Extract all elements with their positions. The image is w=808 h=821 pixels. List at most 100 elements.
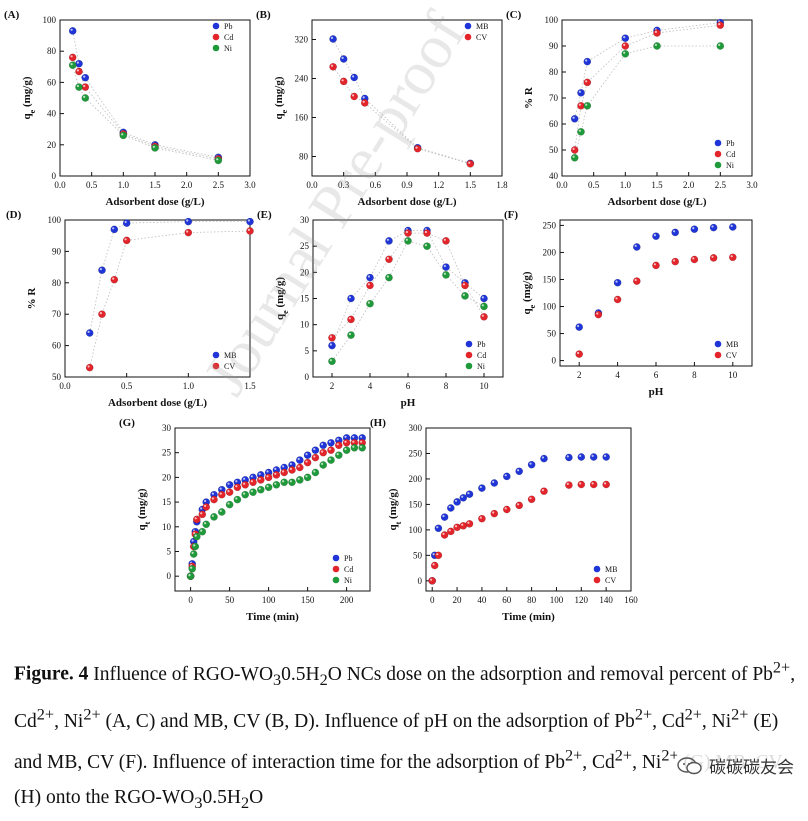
x-axis-label: Adsorbent dose (g/L) <box>607 196 706 208</box>
data-point-pb <box>480 294 488 303</box>
data-point-pb <box>570 114 579 123</box>
panel-label: (H) <box>370 417 386 429</box>
y-tick-label: 70 <box>549 93 559 103</box>
x-tick-label: 1.0 <box>118 180 130 190</box>
data-point-mb <box>184 217 193 226</box>
data-point-cd <box>217 490 226 499</box>
data-point-ni <box>75 83 83 91</box>
legend-label: CV <box>726 351 737 360</box>
data-point-highlight <box>461 523 464 526</box>
legend-marker <box>465 351 473 359</box>
data-point-cd <box>210 495 218 504</box>
data-point-highlight <box>504 507 507 510</box>
data-point-cv <box>613 295 622 304</box>
data-point-highlight <box>578 129 582 132</box>
fit-curve <box>332 66 471 165</box>
data-point-highlight <box>623 36 626 39</box>
data-point-cd <box>442 237 450 245</box>
y-tick-label: 160 <box>295 113 309 123</box>
y-tick-label: 100 <box>409 525 423 535</box>
data-point-pb <box>577 88 585 97</box>
chart-panel-g: (G) 0 50 100 150 200 0 5 10 15 20 25 30 Time (min) qt … <box>119 417 371 623</box>
data-point-highlight <box>579 482 582 485</box>
panel-label: (G) <box>119 417 135 429</box>
data-point-highlight <box>718 23 721 26</box>
y-tick-label: 20 <box>300 267 310 277</box>
legend-marker <box>212 351 220 359</box>
data-point-cv <box>594 310 603 319</box>
y-tick-label: 90 <box>549 41 559 51</box>
data-point-highlight <box>577 324 580 328</box>
data-point-highlight <box>321 462 324 465</box>
data-point-cv <box>466 159 475 168</box>
fit-curve <box>89 230 251 368</box>
legend-label: MB <box>224 351 236 360</box>
y-tick-label: 30 <box>300 215 310 225</box>
x-tick-label: 4 <box>615 370 620 380</box>
y-tick-label: 0 <box>552 356 557 366</box>
x-tick-label: 50 <box>225 595 235 605</box>
data-point-highlight <box>467 492 470 495</box>
data-point-ni <box>311 468 320 477</box>
legend-label: Cd <box>477 351 486 360</box>
y-tick-label: 30 <box>162 423 172 433</box>
x-tick-label: 6 <box>406 381 411 391</box>
x-tick-label: 2.5 <box>715 180 727 190</box>
data-point-highlight <box>352 445 355 448</box>
data-point-ni <box>334 451 343 460</box>
data-point-highlight <box>492 480 495 483</box>
y-tick-label: 80 <box>549 67 559 77</box>
brand-badge: 碳碳碳友会 <box>677 753 794 778</box>
data-point-highlight <box>432 563 435 566</box>
data-point-cv <box>565 481 573 489</box>
y-tick-label: 250 <box>409 448 423 458</box>
legend-marker <box>212 362 220 370</box>
panel-label: (E) <box>257 209 272 221</box>
data-point-highlight <box>211 492 214 495</box>
data-point-highlight <box>386 238 389 241</box>
data-point-highlight <box>468 161 471 164</box>
data-point-highlight <box>415 146 418 149</box>
data-point-highlight <box>289 480 292 483</box>
legend-label: Pb <box>477 340 485 349</box>
data-point-cd <box>461 281 469 290</box>
data-point-highlight <box>258 477 261 480</box>
y-tick-label: 150 <box>543 274 557 284</box>
legend-marker <box>593 565 601 573</box>
data-point-highlight <box>517 503 520 506</box>
data-point-cd <box>423 229 431 237</box>
legend-label: Cd <box>344 565 353 574</box>
data-point-ni <box>241 490 250 499</box>
data-point-highlight <box>219 509 222 512</box>
data-point-highlight <box>462 293 465 296</box>
data-point-mb <box>589 453 598 461</box>
data-point-ni <box>342 446 351 455</box>
caption-text: Influence of RGO-WO30.5H2O NCs dose on t… <box>14 658 796 813</box>
data-point-cv <box>632 277 641 285</box>
x-tick-label: 0.9 <box>401 180 413 190</box>
data-point-ni <box>327 456 335 464</box>
data-point-highlight <box>352 435 355 438</box>
x-tick-label: 1.2 <box>433 180 444 190</box>
x-tick-label: 1.8 <box>496 180 508 190</box>
data-point-highlight <box>227 490 230 493</box>
legend-marker <box>593 576 601 584</box>
data-point-highlight <box>529 497 532 500</box>
fit-curve <box>72 30 219 158</box>
x-tick-label: 0 <box>188 595 193 605</box>
data-point-highlight <box>454 525 458 528</box>
data-point-highlight <box>367 275 370 278</box>
y-tick-label: 90 <box>52 246 62 256</box>
y-tick-label: 0 <box>305 372 310 382</box>
data-point-highlight <box>190 566 193 569</box>
data-point-mb <box>602 453 611 461</box>
data-point-highlight <box>330 36 334 40</box>
x-tick-label: 40 <box>477 595 487 605</box>
data-point-highlight <box>330 64 334 67</box>
legend-label: Ni <box>344 576 353 585</box>
data-point-highlight <box>578 90 582 93</box>
y-tick-label: 5 <box>167 546 172 556</box>
x-tick-label: 0.5 <box>588 180 600 190</box>
y-tick-label: 10 <box>300 320 310 330</box>
x-axis-label: pH <box>649 386 664 398</box>
